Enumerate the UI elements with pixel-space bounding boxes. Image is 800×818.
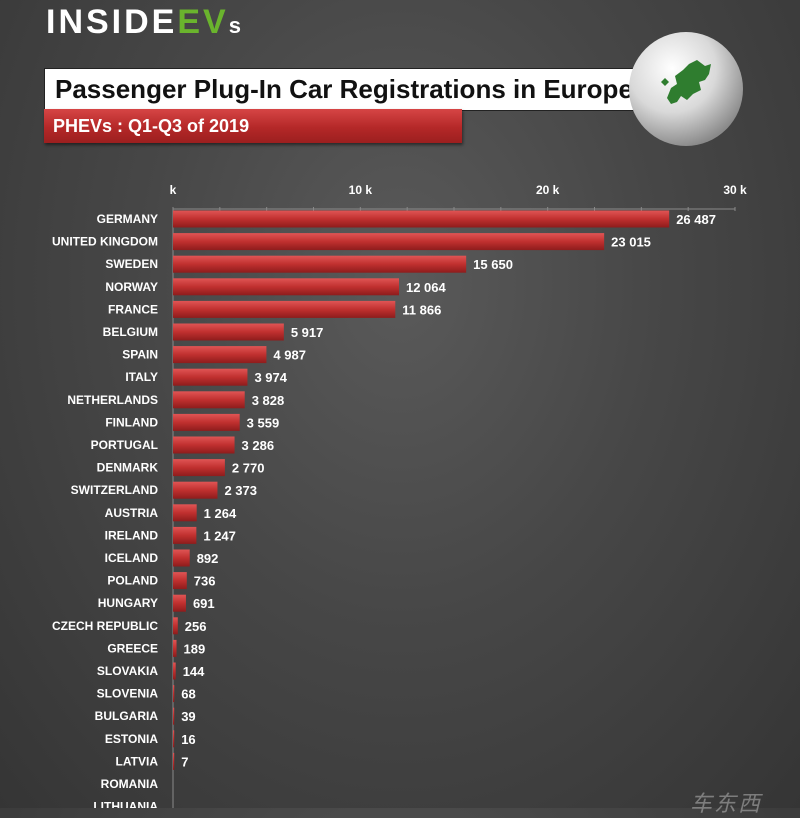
category-label: ICELAND	[105, 551, 159, 565]
bar	[173, 752, 175, 770]
value-label: 39	[181, 709, 195, 724]
x-tick-label: k	[170, 183, 177, 197]
value-label: 4 987	[273, 348, 306, 363]
category-label: HUNGARY	[98, 596, 158, 610]
category-label: ROMANIA	[101, 777, 159, 791]
category-label: SWITZERLAND	[71, 483, 159, 497]
category-label: IRELAND	[105, 528, 159, 542]
category-label: BULGARIA	[95, 709, 159, 723]
category-label: LATVIA	[116, 754, 159, 768]
bar	[173, 368, 248, 386]
category-label: SWEDEN	[105, 257, 158, 271]
bar	[173, 707, 175, 725]
category-label: SPAIN	[122, 348, 158, 362]
category-label: ESTONIA	[105, 732, 158, 746]
category-label: LITHUANIA	[93, 800, 158, 808]
bar	[173, 526, 197, 544]
value-label: 11 866	[402, 302, 441, 317]
value-label: 892	[197, 551, 219, 566]
category-label: POLAND	[107, 574, 158, 588]
value-label: 23 015	[611, 235, 651, 250]
x-tick-label: 10 k	[349, 183, 373, 197]
bar	[173, 346, 267, 364]
bar	[173, 391, 245, 409]
value-label: 691	[193, 596, 215, 611]
category-label: AUSTRIA	[105, 506, 159, 520]
bar	[173, 639, 177, 657]
bar	[173, 233, 605, 251]
value-label: 3 286	[242, 438, 275, 453]
category-label: DENMARK	[97, 461, 159, 475]
value-label: 12 064	[406, 280, 447, 295]
bar	[173, 572, 187, 590]
category-label: ITALY	[125, 370, 158, 384]
europe-globe-icon	[629, 32, 743, 146]
category-label: SLOVAKIA	[97, 664, 158, 678]
value-label: 68	[181, 687, 195, 702]
category-label: GERMANY	[97, 212, 158, 226]
bar	[173, 278, 399, 296]
bar	[173, 617, 178, 635]
bar	[173, 413, 240, 431]
category-label: UNITED KINGDOM	[52, 235, 158, 249]
category-label: NORWAY	[105, 280, 158, 294]
bar-chart: k 10 k 20 k 30 k GERMANY 26 487 UNITED KINGDO…	[52, 183, 747, 808]
value-label: 736	[194, 574, 216, 589]
value-label: 3 828	[252, 393, 285, 408]
value-label: 144	[183, 664, 205, 679]
category-label: BELGIUM	[103, 325, 158, 339]
bar	[173, 459, 225, 477]
category-label: PORTUGAL	[91, 438, 158, 452]
value-label: 5 917	[291, 325, 324, 340]
category-label: FINLAND	[105, 415, 158, 429]
value-label: 256	[185, 619, 207, 634]
value-label: 3 559	[247, 415, 280, 430]
bar	[173, 549, 190, 567]
category-label: NETHERLANDS	[67, 393, 158, 407]
category-label: GREECE	[107, 641, 158, 655]
value-label: 1 247	[203, 528, 236, 543]
value-label: 16	[181, 732, 195, 747]
chart-subtitle: PHEVs : Q1-Q3 of 2019	[44, 109, 462, 143]
category-label: SLOVENIA	[97, 687, 159, 701]
bar	[173, 210, 670, 228]
x-tick-label: 30 k	[723, 183, 747, 197]
bar	[173, 662, 176, 680]
insideevs-logo: INSIDEEVs	[46, 3, 241, 41]
value-label: 15 650	[473, 257, 513, 272]
watermark: 车东西	[690, 792, 763, 817]
bar	[173, 323, 284, 341]
bar	[173, 436, 235, 454]
value-label: 7	[181, 754, 188, 769]
chart-title: Passenger Plug-In Car Registrations in E…	[44, 68, 644, 111]
value-label: 1 264	[204, 506, 237, 521]
value-label: 26 487	[676, 212, 716, 227]
bar	[173, 504, 197, 522]
bar	[173, 594, 186, 612]
bar	[173, 255, 467, 273]
value-label: 2 373	[224, 483, 257, 498]
bar	[173, 481, 218, 499]
bar	[173, 730, 175, 748]
x-tick-label: 20 k	[536, 183, 560, 197]
value-label: 2 770	[232, 461, 265, 476]
value-label: 189	[184, 641, 206, 656]
category-label: FRANCE	[108, 302, 158, 316]
bar	[173, 300, 396, 318]
category-label: CZECH REPUBLIC	[52, 619, 158, 633]
bar	[173, 685, 175, 703]
value-label: 3 974	[254, 370, 287, 385]
